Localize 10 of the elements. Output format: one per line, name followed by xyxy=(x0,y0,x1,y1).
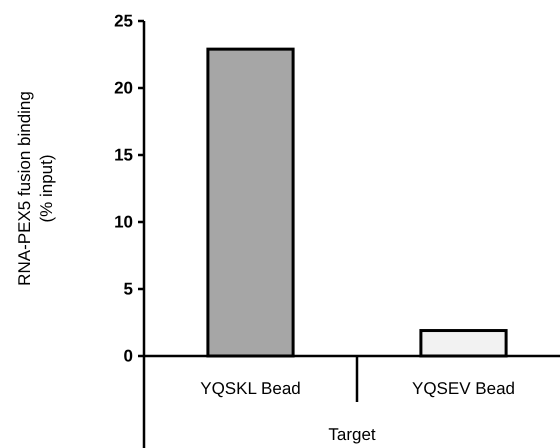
x-tick-label: YQSKL Bead xyxy=(200,379,301,398)
y-tick-label: 25 xyxy=(114,11,133,30)
y-axis-title: RNA-PEX5 fusion binding (% input) xyxy=(15,91,56,286)
y-tick-label: 0 xyxy=(124,346,133,366)
y-tick-label: 15 xyxy=(114,145,133,164)
y-tick-label: 10 xyxy=(114,212,133,232)
x-tick-label: YQSEV Bead xyxy=(412,379,516,398)
x-axis-title: Target xyxy=(328,425,376,444)
y-tick-label: 20 xyxy=(114,78,133,98)
y-tick-label: 5 xyxy=(124,279,133,298)
